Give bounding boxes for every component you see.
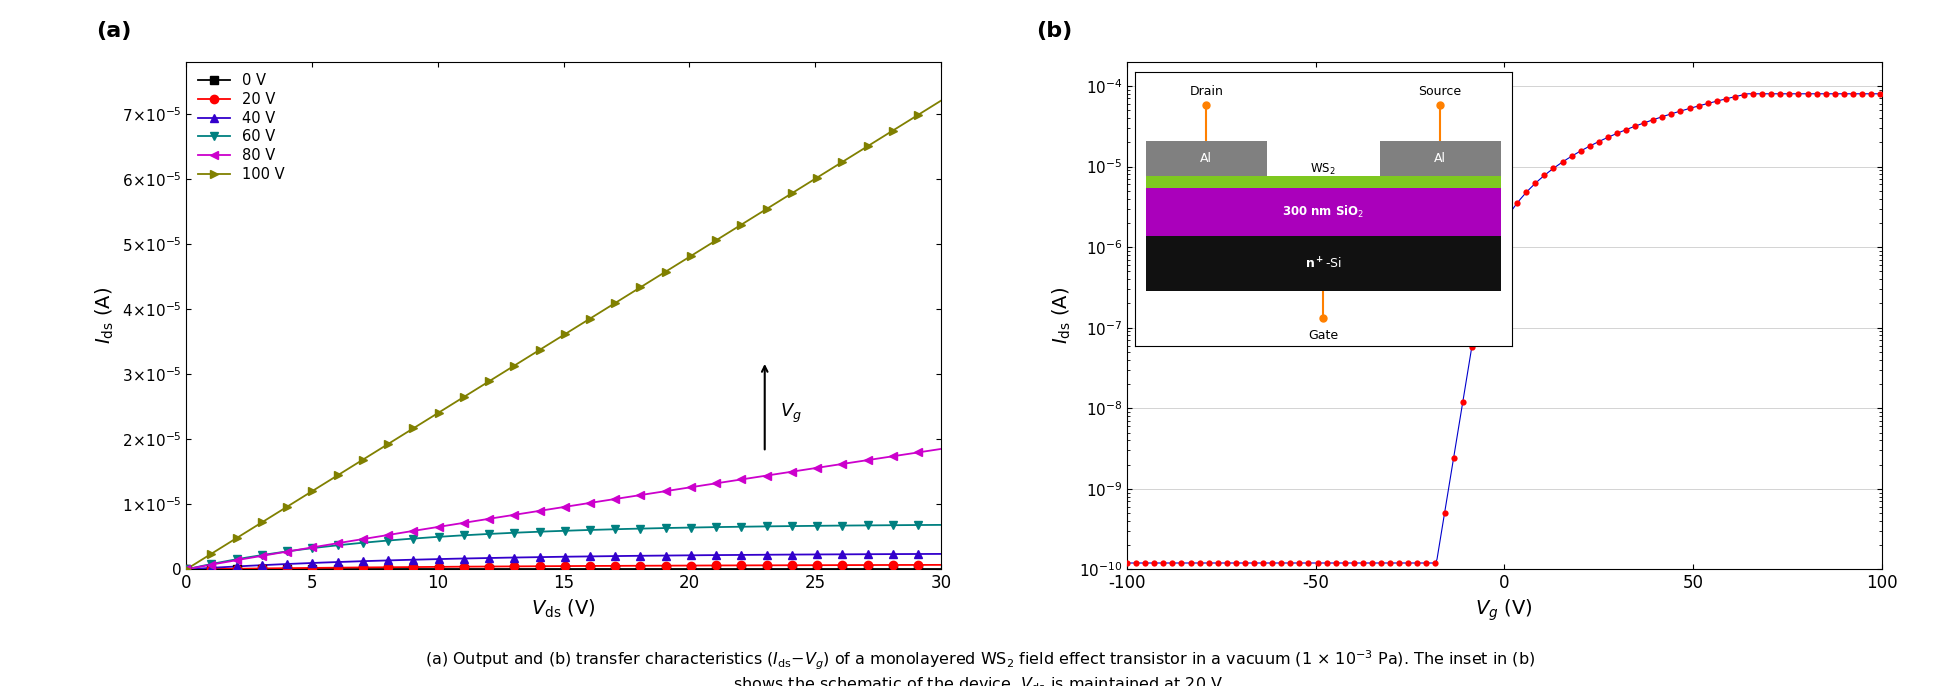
Text: (a): (a) — [96, 21, 131, 41]
Text: shows the schematic of the device. $V_{\rm ds}$ is maintained at 20 V.: shows the schematic of the device. $V_{\… — [733, 675, 1227, 686]
Legend: 0 V, 20 V, 40 V, 60 V, 80 V, 100 V: 0 V, 20 V, 40 V, 60 V, 80 V, 100 V — [194, 69, 288, 186]
X-axis label: $V_{\rm ds}$ (V): $V_{\rm ds}$ (V) — [531, 598, 596, 620]
Text: (a) Output and (b) transfer characteristics ($I_{\rm ds}$$-$$V_g$) of a monolaye: (a) Output and (b) transfer characterist… — [425, 648, 1535, 672]
X-axis label: $V_g$ (V): $V_g$ (V) — [1476, 598, 1533, 624]
Y-axis label: $I_{\rm ds}$ (A): $I_{\rm ds}$ (A) — [1051, 287, 1074, 344]
Text: (b): (b) — [1037, 21, 1072, 41]
Text: $V_g$: $V_g$ — [780, 401, 802, 425]
Y-axis label: $I_{\rm ds}$ (A): $I_{\rm ds}$ (A) — [94, 287, 116, 344]
